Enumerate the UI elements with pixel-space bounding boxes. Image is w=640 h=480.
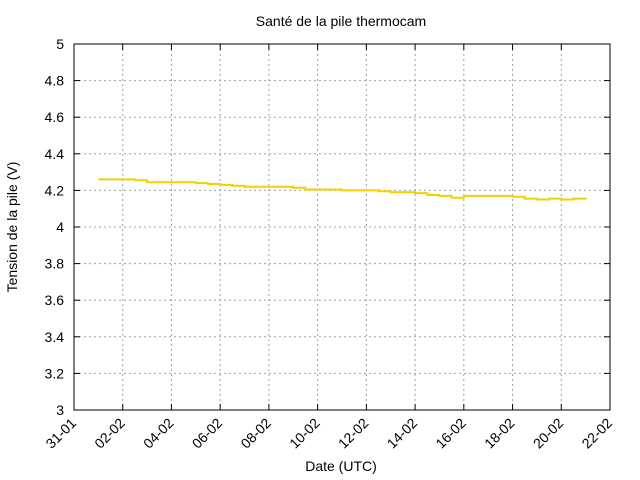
x-axis-ticks: 31-01 02-02 04-02 06-02 08-02 10-02 12-02 14-02… [42,44,615,451]
y-tick-label: 4.4 [45,146,65,162]
x-tick-label: 04-02 [140,415,177,452]
y-tick-label: 3.6 [45,292,65,308]
y-tick-label: 3 [56,402,64,418]
y-axis-ticks: 3 3.2 3.4 3.6 3.8 4 4.2 4.4 4.6 4.8 5 [45,36,610,418]
y-tick-label: 4.2 [45,182,65,198]
x-tick-label: 22-02 [578,415,615,452]
y-tick-label: 4.6 [45,109,65,125]
x-tick-label: 14-02 [384,415,421,452]
y-tick-label: 4.8 [45,73,65,89]
y-tick-label: 3.2 [45,365,65,381]
chart-title: Santé de la pile thermocam [256,13,426,29]
y-tick-label: 3.8 [45,256,65,272]
x-tick-label: 08-02 [237,415,274,452]
grid-lines [74,44,610,410]
x-tick-label: 16-02 [432,415,469,452]
x-tick-label: 20-02 [530,415,567,452]
series-layer [98,178,587,201]
x-tick-label: 31-01 [42,415,79,452]
x-axis-label: Date (UTC) [305,458,377,474]
y-tick-label: 4 [56,219,64,235]
x-tick-label: 18-02 [481,415,518,452]
y-tick-label: 3.4 [45,329,65,345]
y-tick-label: 5 [56,36,64,52]
x-tick-label: 02-02 [91,415,128,452]
x-tick-label: 06-02 [189,415,226,452]
x-tick-label: 10-02 [286,415,323,452]
y-axis-label: Tension de la pile (V) [4,162,20,293]
x-tick-label: 12-02 [335,415,372,452]
battery-voltage-line [98,178,587,201]
